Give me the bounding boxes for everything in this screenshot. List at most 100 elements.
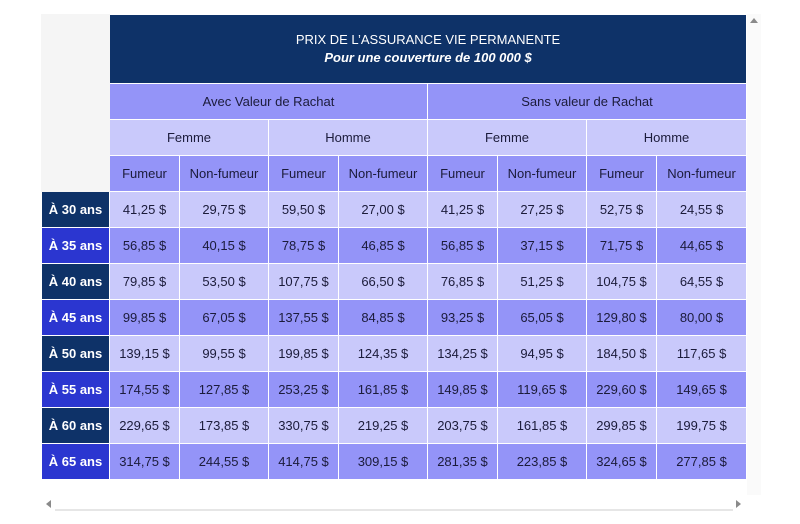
price-cell: 199,85 $ [268,335,339,372]
age-label: À 40 ans [41,263,110,300]
age-label: À 55 ans [41,371,110,408]
table-subtitle: Pour une couverture de 100 000 $ [324,50,532,65]
price-cell: 299,85 $ [586,407,657,444]
price-cell: 66,50 $ [338,263,428,300]
price-cell: 51,25 $ [497,263,587,300]
price-cell: 99,55 $ [179,335,269,372]
price-cell: 29,75 $ [179,191,269,228]
price-cell: 27,00 $ [338,191,428,228]
price-cell: 244,55 $ [179,443,269,480]
price-cell: 117,65 $ [655,335,748,372]
corner-blank [41,119,110,156]
price-cell: 64,55 $ [655,263,748,300]
table-row: À 45 ans 99,85 $67,05 $137,55 $84,85 $93,… [41,299,748,336]
price-cell: 67,05 $ [179,299,269,336]
price-cell: 40,15 $ [179,227,269,264]
smoker-header: Fumeur [427,155,498,192]
price-cell: 203,75 $ [427,407,498,444]
table-row: À 40 ans 79,85 $53,50 $107,75 $66,50 $76,… [41,263,748,300]
price-cell: 80,00 $ [655,299,748,336]
price-cell: 137,55 $ [268,299,339,336]
table-row: À 60 ans 229,65 $173,85 $330,75 $219,25 $… [41,407,748,444]
price-cell: 56,85 $ [427,227,498,264]
horizontal-scrollbar[interactable] [41,496,747,511]
sex-header: Femme [109,119,269,156]
price-cell: 134,25 $ [427,335,498,372]
vertical-scrollbar[interactable] [747,14,761,495]
table-title: PRIX DE L’ASSURANCE VIE PERMANENTE [295,32,561,47]
price-cell: 44,65 $ [655,227,748,264]
price-cell: 330,75 $ [268,407,339,444]
smoker-header: Non-fumeur [655,155,748,192]
price-cell: 41,25 $ [427,191,498,228]
price-cell: 104,75 $ [586,263,657,300]
price-cell: 127,85 $ [179,371,269,408]
price-cell: 65,05 $ [497,299,587,336]
age-label: À 60 ans [41,407,110,444]
smoker-header: Non-fumeur [179,155,269,192]
price-cell: 161,85 $ [338,371,428,408]
price-cell: 173,85 $ [179,407,269,444]
age-label: À 30 ans [41,191,110,228]
price-cell: 76,85 $ [427,263,498,300]
price-cell: 229,65 $ [109,407,180,444]
price-cell: 99,85 $ [109,299,180,336]
table-row: À 65 ans 314,75 $244,55 $414,75 $309,15 $… [41,443,748,480]
age-label: À 65 ans [41,443,110,480]
price-cell: 119,65 $ [497,371,587,408]
table-row: À 55 ans 174,55 $127,85 $253,25 $161,85 $… [41,371,748,408]
price-cell: 161,85 $ [497,407,587,444]
price-cell: 94,95 $ [497,335,587,372]
group-header-with-cash-value: Avec Valeur de Rachat [109,83,428,120]
price-cell: 324,65 $ [586,443,657,480]
price-cell: 93,25 $ [427,299,498,336]
price-cell: 107,75 $ [268,263,339,300]
age-label: À 50 ans [41,335,110,372]
price-cell: 27,25 $ [497,191,587,228]
corner-blank [41,155,110,192]
price-cell: 59,50 $ [268,191,339,228]
smoker-header: Fumeur [109,155,180,192]
price-cell: 223,85 $ [497,443,587,480]
price-cell: 37,15 $ [497,227,587,264]
price-cell: 199,75 $ [655,407,748,444]
smoker-header: Fumeur [586,155,657,192]
price-cell: 56,85 $ [109,227,180,264]
price-cell: 24,55 $ [655,191,748,228]
price-cell: 277,85 $ [655,443,748,480]
table-row: À 35 ans 56,85 $40,15 $78,75 $46,85 $56,8… [41,227,748,264]
scroll-up-icon[interactable] [750,18,758,23]
price-cell: 149,65 $ [655,371,748,408]
price-cell: 174,55 $ [109,371,180,408]
price-cell: 253,25 $ [268,371,339,408]
age-label: À 35 ans [41,227,110,264]
scroll-right-icon[interactable] [736,500,741,508]
price-cell: 53,50 $ [179,263,269,300]
corner-blank [41,14,110,84]
group-header-without-cash-value: Sans valeur de Rachat [426,83,748,120]
price-cell: 309,15 $ [338,443,428,480]
sex-header: Homme [268,119,428,156]
price-cell: 139,15 $ [109,335,180,372]
price-cell: 46,85 $ [338,227,428,264]
price-cell: 41,25 $ [109,191,180,228]
price-cell: 129,80 $ [586,299,657,336]
table-row: À 30 ans 41,25 $29,75 $59,50 $27,00 $41,2… [41,191,748,228]
table-title-cell: PRIX DE L’ASSURANCE VIE PERMANENTE Pour … [108,14,748,84]
price-cell: 184,50 $ [586,335,657,372]
price-cell: 149,85 $ [427,371,498,408]
corner-blank [41,83,110,120]
table-body: À 30 ans 41,25 $29,75 $59,50 $27,00 $41,2… [41,191,748,480]
smoker-header: Non-fumeur [338,155,428,192]
price-cell: 414,75 $ [268,443,339,480]
price-cell: 71,75 $ [586,227,657,264]
price-cell: 52,75 $ [586,191,657,228]
sex-header: Homme [585,119,748,156]
price-cell: 219,25 $ [338,407,428,444]
scroll-left-icon[interactable] [46,500,51,508]
smoker-header: Fumeur [268,155,339,192]
price-cell: 79,85 $ [109,263,180,300]
price-cell: 124,35 $ [338,335,428,372]
price-cell: 314,75 $ [109,443,180,480]
scrollbar-track[interactable] [55,509,733,511]
